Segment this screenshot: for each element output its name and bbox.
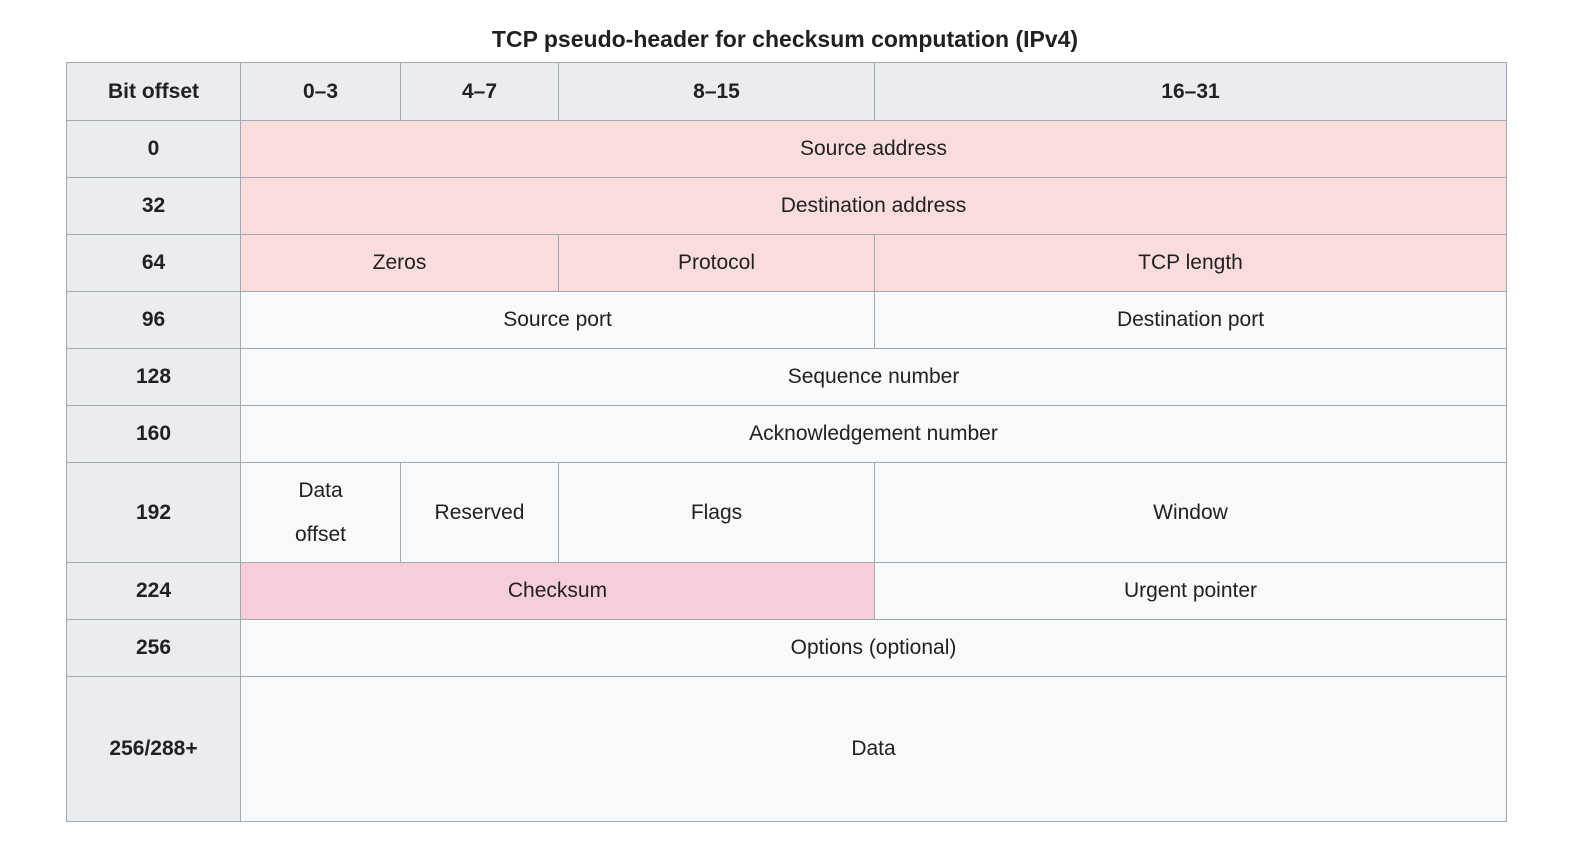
header-bits-16-31: 16–31: [874, 62, 1507, 121]
offset-label: 96: [66, 291, 241, 349]
header-bit-offset: Bit offset: [66, 62, 241, 121]
row-offset-96: 96 Source port Destination port: [66, 291, 1507, 349]
field-source-address: Source address: [240, 120, 1507, 178]
row-offset-256-288: 256/288+ Data: [66, 676, 1507, 822]
row-offset-256: 256 Options (optional): [66, 619, 1507, 677]
field-destination-port: Destination port: [874, 291, 1507, 349]
field-options: Options (optional): [240, 619, 1507, 677]
field-urgent-pointer: Urgent pointer: [874, 562, 1507, 620]
offset-label: 64: [66, 234, 241, 292]
field-protocol: Protocol: [558, 234, 875, 292]
offset-label: 256/288+: [66, 676, 241, 822]
tcp-pseudo-header-table: Bit offset 0–3 4–7 8–15 16–31 0 Source a…: [66, 62, 1507, 822]
header-bits-0-3: 0–3: [240, 62, 401, 121]
header-bits-8-15: 8–15: [558, 62, 875, 121]
field-data: Data: [240, 676, 1507, 822]
row-offset-64: 64 Zeros Protocol TCP length: [66, 234, 1507, 292]
offset-label: 128: [66, 348, 241, 406]
row-offset-32: 32 Destination address: [66, 177, 1507, 235]
field-checksum: Checksum: [240, 562, 875, 620]
row-offset-128: 128 Sequence number: [66, 348, 1507, 406]
offset-label: 192: [66, 462, 241, 563]
offset-label: 0: [66, 120, 241, 178]
offset-label: 256: [66, 619, 241, 677]
offset-label: 160: [66, 405, 241, 463]
field-reserved: Reserved: [400, 462, 559, 563]
offset-label: 224: [66, 562, 241, 620]
field-flags: Flags: [558, 462, 875, 563]
field-window: Window: [874, 462, 1507, 563]
row-offset-224: 224 Checksum Urgent pointer: [66, 562, 1507, 620]
table-title: TCP pseudo-header for checksum computati…: [491, 26, 1079, 52]
row-offset-160: 160 Acknowledgement number: [66, 405, 1507, 463]
header-row: Bit offset 0–3 4–7 8–15 16–31: [66, 62, 1507, 121]
field-acknowledgement-number: Acknowledgement number: [240, 405, 1507, 463]
header-bits-4-7: 4–7: [400, 62, 559, 121]
row-offset-0: 0 Source address: [66, 120, 1507, 178]
field-data-offset: Data offset: [240, 462, 401, 563]
field-sequence-number: Sequence number: [240, 348, 1507, 406]
field-zeros: Zeros: [240, 234, 559, 292]
offset-label: 32: [66, 177, 241, 235]
field-destination-address: Destination address: [240, 177, 1507, 235]
row-offset-192: 192 Data offset Reserved Flags Window: [66, 462, 1507, 563]
field-tcp-length: TCP length: [874, 234, 1507, 292]
field-source-port: Source port: [240, 291, 875, 349]
